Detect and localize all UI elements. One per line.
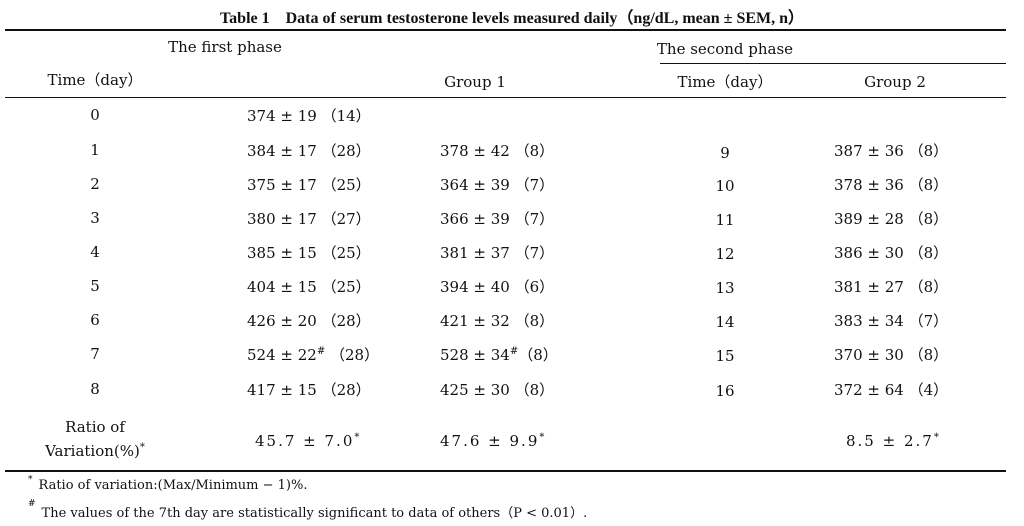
second-phase-header: The second phase: [656, 40, 794, 58]
day2-cell: 9: [720, 144, 730, 162]
header-rule: [5, 97, 1006, 98]
footnote: # The values of the 7th day are statistic…: [28, 499, 588, 521]
day-cell: 0: [90, 106, 100, 124]
ratio-label-line2: Variation(%)*: [45, 442, 145, 460]
day2-cell: 12: [715, 245, 735, 263]
footnote-mark: *: [28, 475, 33, 485]
time-header-1: Time（day）: [47, 71, 143, 89]
group2-cell: 389 ± 28 （8）: [834, 210, 949, 228]
group1-cell: 364 ± 39 （7）: [440, 176, 555, 194]
group1-header: Group 1: [444, 73, 506, 91]
group2-cell: 370 ± 30 （8）: [834, 346, 949, 364]
group1-value: 528 ± 34: [440, 346, 510, 364]
ratio-label-line1: Ratio of: [65, 418, 125, 436]
group1-cell: 378 ± 42 （8）: [440, 142, 555, 160]
group2-header: Group 2: [864, 73, 926, 91]
top-rule: [5, 29, 1006, 31]
footnote: * Ratio of variation:(Max/Minimum − 1)%.: [28, 475, 308, 493]
day-cell: 3: [90, 209, 100, 227]
group1-cell: 421 ± 32 （8）: [440, 312, 555, 330]
group1-cell: 381 ± 37 （7）: [440, 244, 555, 262]
first-phase-cell: 426 ± 20 （28）: [247, 312, 371, 330]
first-phase-cell: 524 ± 22# （28）: [247, 346, 379, 364]
group2-cell: 383 ± 34 （7）: [834, 312, 949, 330]
footnote-text: The values of the 7th day are statistica…: [41, 506, 588, 521]
day2-cell: 13: [715, 279, 735, 297]
significance-mark: #: [316, 346, 326, 357]
footnote-mark: *: [354, 432, 362, 443]
group2-cell: 387 ± 36 （8）: [834, 142, 949, 160]
day-cell: 1: [90, 141, 100, 159]
table-label: Table 1: [219, 10, 270, 27]
significance-mark: #: [509, 346, 519, 357]
day2-cell: 11: [715, 211, 735, 229]
time-header-2: Time（day）: [677, 73, 773, 91]
day2-cell: 14: [715, 313, 735, 331]
group1-cell: 528 ± 34#（8）: [440, 346, 558, 364]
day-cell: 7: [90, 345, 100, 363]
ratio-group1: 47.6 ± 9.9*: [440, 432, 547, 450]
group1-cell: 394 ± 40 （6）: [440, 278, 555, 296]
bottom-rule: [5, 470, 1006, 472]
group2-cell: 386 ± 30 （8）: [834, 244, 949, 262]
group1-n: （8）: [518, 346, 558, 364]
day2-cell: 16: [715, 382, 735, 400]
table-title: Data of serum testosterone levels measur…: [285, 10, 805, 27]
footnote-mark: *: [539, 432, 547, 443]
group1-cell: 366 ± 39 （7）: [440, 210, 555, 228]
ratio-group2: 8.5 ± 2.7*: [846, 432, 941, 450]
first-phase-cell: 404 ± 15 （25）: [247, 278, 371, 296]
first-phase-n: （28）: [330, 346, 380, 364]
day-cell: 5: [90, 277, 100, 295]
day-cell: 6: [90, 311, 100, 329]
day-cell: 4: [90, 243, 100, 261]
footnote-text: Ratio of variation:(Max/Minimum − 1)%.: [38, 478, 308, 493]
first-phase-cell: 375 ± 17 （25）: [247, 176, 371, 194]
footnote-mark: #: [28, 499, 36, 509]
group2-cell: 378 ± 36 （8）: [834, 176, 949, 194]
ratio-first-phase: 45.7 ± 7.0*: [255, 432, 362, 450]
first-phase-cell: 385 ± 15 （25）: [247, 244, 371, 262]
table-caption: Table 1 Data of serum testosterone level…: [0, 4, 1024, 28]
group2-cell: 372 ± 64 （4）: [834, 381, 949, 399]
first-phase-header: The first phase: [168, 38, 282, 56]
second-phase-rule: [660, 63, 1006, 64]
day2-cell: 15: [715, 347, 735, 365]
group1-cell: 425 ± 30 （8）: [440, 381, 555, 399]
first-phase-cell: 417 ± 15 （28）: [247, 381, 371, 399]
first-phase-cell: 374 ± 19 （14）: [247, 107, 371, 125]
day-cell: 8: [90, 380, 100, 398]
first-phase-cell: 380 ± 17 （27）: [247, 210, 371, 228]
day2-cell: 10: [715, 177, 735, 195]
day-cell: 2: [90, 175, 100, 193]
group2-cell: 381 ± 27 （8）: [834, 278, 949, 296]
footnote-mark: *: [933, 432, 941, 443]
footnote-mark: *: [139, 442, 145, 453]
first-phase-cell: 384 ± 17 （28）: [247, 142, 371, 160]
first-phase-value: 524 ± 22: [247, 346, 317, 364]
